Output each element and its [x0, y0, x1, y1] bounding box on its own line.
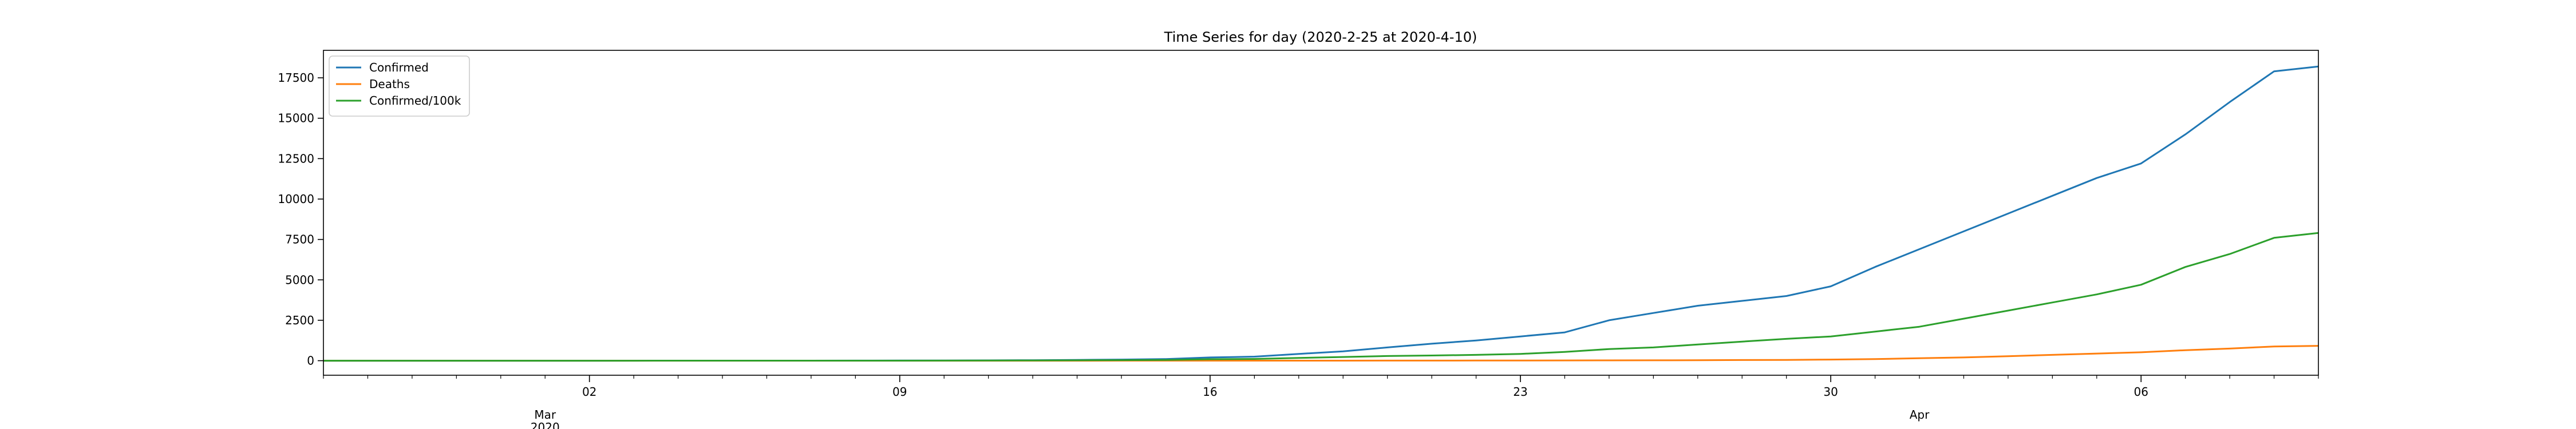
series-line-confirmed-100k: [323, 232, 2319, 362]
y-tick-label: 17500: [278, 71, 314, 85]
legend-label: Deaths: [369, 77, 410, 91]
x-year-label: 2020: [531, 420, 560, 429]
x-tick-label: 23: [1513, 385, 1527, 399]
chart-title: Time Series for day (2020-2-25 at 2020-4…: [1164, 29, 1477, 45]
plot-area: [323, 65, 2319, 362]
legend: Confirmed Deaths Confirmed/100k: [329, 55, 470, 117]
y-tick-label: 5000: [285, 273, 314, 287]
x-month-label: Mar: [534, 408, 556, 422]
y-tick-label: 10000: [278, 192, 314, 206]
axes: 0 2500 5000 7500 10000 12500 15000 17500 02 09 16 2…: [278, 50, 2319, 429]
plot-frame: [323, 50, 2319, 376]
legend-box: [329, 55, 470, 117]
y-tick-label: 15000: [278, 112, 314, 125]
x-tick-label: 09: [892, 385, 907, 399]
x-month-label: Apr: [1910, 408, 1930, 422]
x-tick-label: 16: [1203, 385, 1217, 399]
y-tick-label: 2500: [285, 313, 314, 327]
y-tick-label: 12500: [278, 152, 314, 165]
y-tick-label: 0: [307, 354, 314, 368]
legend-label: Confirmed: [369, 61, 429, 74]
legend-label: Confirmed/100k: [369, 94, 461, 108]
y-tick-label: 7500: [285, 233, 314, 247]
x-tick-label: 02: [582, 385, 596, 399]
x-tick-label: 30: [1823, 385, 1838, 399]
x-tick-label: 06: [2134, 385, 2148, 399]
